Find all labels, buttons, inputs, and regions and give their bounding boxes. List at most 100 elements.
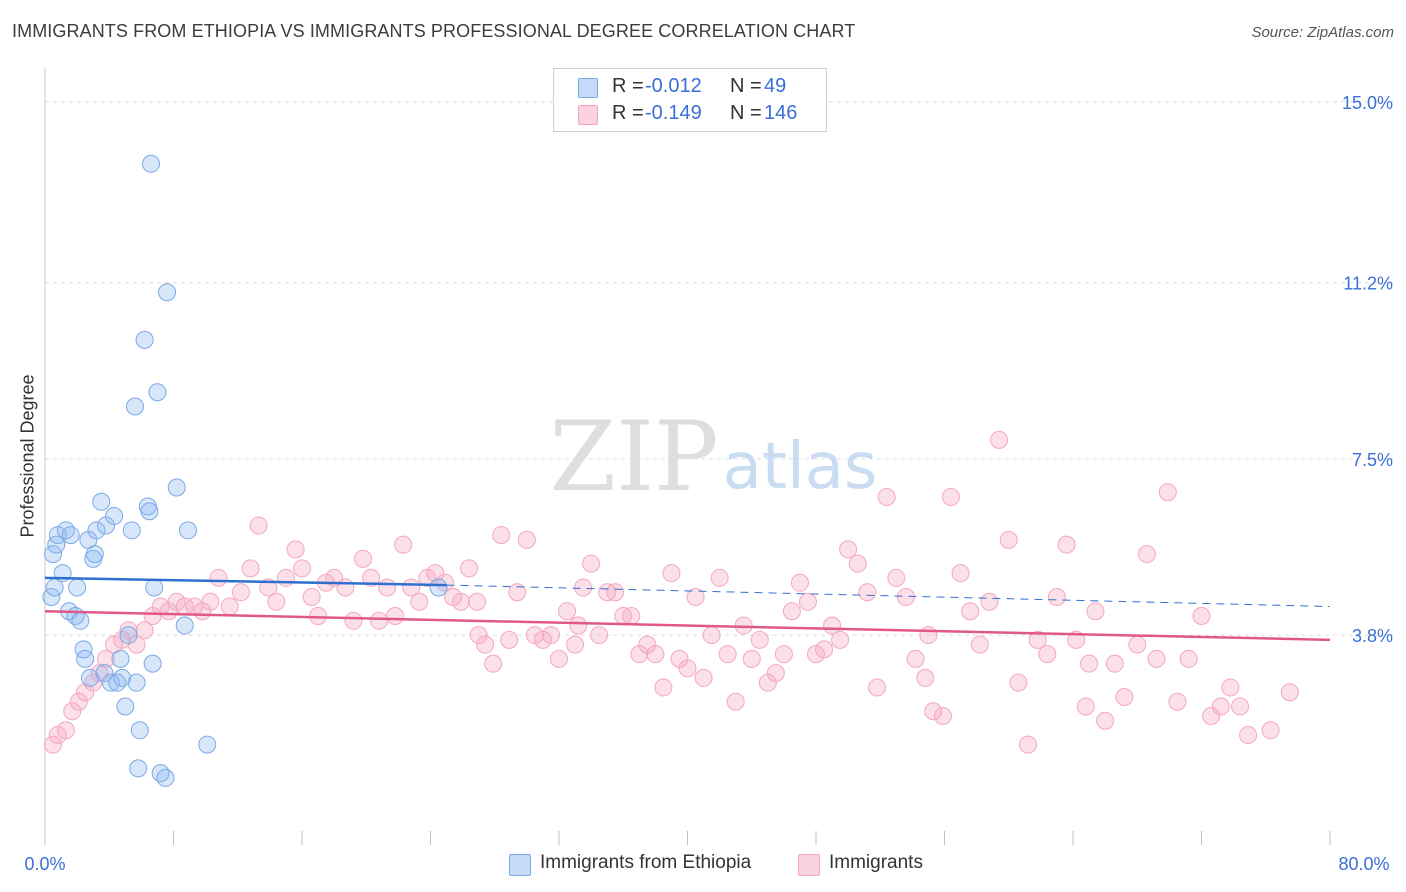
y-axis-label: Professional Degree <box>17 374 38 538</box>
ethiopia-point <box>105 507 124 526</box>
ethiopia-point <box>87 521 106 540</box>
immigrants-point <box>44 735 63 754</box>
x-tick-label: 0.0% <box>24 854 65 874</box>
immigrants-point <box>410 592 429 611</box>
immigrants-point <box>941 487 960 506</box>
immigrants-point <box>1128 635 1147 654</box>
immigrants-point <box>750 630 769 649</box>
immigrants-point <box>1179 649 1198 668</box>
immigrants-point <box>1028 630 1047 649</box>
immigrants-point <box>896 587 915 606</box>
immigrants-point <box>887 568 906 587</box>
y-tick-label: 15.0% <box>1342 93 1393 113</box>
immigrants-point <box>249 516 268 535</box>
immigrants-point <box>742 649 761 668</box>
immigrants-point <box>710 568 729 587</box>
y-tick-label: 3.8% <box>1352 626 1393 646</box>
immigrants-point <box>782 602 801 621</box>
immigrants-point <box>848 554 867 573</box>
immigrants-point <box>386 607 405 626</box>
immigrants-point <box>702 626 721 645</box>
immigrants-point <box>344 611 363 630</box>
ethiopia-point <box>143 654 162 673</box>
immigrants-point <box>370 611 389 630</box>
immigrants-trend-line <box>44 610 1331 642</box>
x-tick-label: 80.0% <box>1338 854 1389 874</box>
ethiopia-point <box>68 578 87 597</box>
immigrants-point <box>906 649 925 668</box>
immigrants-point <box>980 592 999 611</box>
immigrants-point <box>1202 707 1221 726</box>
immigrants-point <box>97 649 116 668</box>
ethiopia-point <box>129 759 148 778</box>
immigrants-point <box>622 607 641 626</box>
immigrants-point <box>858 583 877 602</box>
immigrants-point <box>678 659 697 678</box>
immigrants-point <box>1239 726 1258 745</box>
immigrants-point <box>492 526 511 545</box>
legend-r-label: R = <box>612 75 644 97</box>
bottom-legend-label-immigrants: Immigrants <box>829 852 923 873</box>
immigrants-point <box>362 568 381 587</box>
legend-n-label: N = <box>730 102 762 124</box>
immigrants-point <box>774 645 793 664</box>
y-tick-label: 11.2% <box>1343 274 1393 294</box>
immigrants-point <box>1221 678 1240 697</box>
bottom-legend-swatch-immigrants <box>798 854 820 876</box>
immigrants-point <box>694 668 713 687</box>
immigrants-point <box>267 592 286 611</box>
immigrants-point <box>435 573 454 592</box>
immigrants-point <box>1057 535 1076 554</box>
immigrants-point <box>1105 654 1124 673</box>
immigrants-point <box>951 564 970 583</box>
ethiopia-point <box>111 649 130 668</box>
watermark: ZIP atlas <box>549 401 877 513</box>
ethiopia-point <box>429 578 448 597</box>
immigrants-point <box>63 702 82 721</box>
immigrants-point <box>1019 735 1038 754</box>
ethiopia-point <box>47 535 66 554</box>
watermark-zip: ZIP <box>549 401 718 513</box>
immigrants-point <box>582 554 601 573</box>
ethiopia-point <box>135 330 154 349</box>
trend-layer <box>44 576 1331 642</box>
ethiopia-point <box>101 673 120 692</box>
immigrants-point <box>286 540 305 559</box>
immigrants-point <box>590 626 609 645</box>
legend-r-value: -0.149 <box>645 102 702 124</box>
immigrants-point <box>718 645 737 664</box>
immigrants-point <box>654 678 673 697</box>
immigrants-point <box>220 597 239 616</box>
immigrants-point <box>726 692 745 711</box>
immigrants-point <box>662 564 681 583</box>
immigrants-point <box>919 626 938 645</box>
immigrants-point <box>293 559 311 578</box>
legend-n-label: N = <box>730 75 762 97</box>
immigrants-point <box>484 654 503 673</box>
immigrants-point <box>606 583 625 602</box>
ethiopia-point <box>56 521 75 540</box>
ethiopia-point <box>116 697 135 716</box>
ethiopia-point <box>167 478 186 497</box>
immigrants-point <box>56 721 75 740</box>
immigrants-point <box>452 592 471 611</box>
bottom-legend-swatch-ethiopia <box>509 854 531 876</box>
ethiopia-point <box>127 673 146 692</box>
stats-legend: R = -0.012 N = 49 R = -0.149 N = 146 <box>553 68 827 132</box>
immigrants-point <box>798 592 817 611</box>
chart-title: IMMIGRANTS FROM ETHIOPIA VS IMMIGRANTS P… <box>12 21 856 41</box>
immigrants-point <box>1067 630 1086 649</box>
immigrants-point <box>500 630 519 649</box>
immigrants-point <box>1158 483 1177 502</box>
immigrants-point <box>354 549 373 568</box>
ethiopia-trend-extension <box>446 584 1331 608</box>
immigrants-point <box>766 664 785 683</box>
ethiopia-point <box>108 673 127 692</box>
immigrants-point <box>1211 697 1230 716</box>
immigrants-point <box>113 630 132 649</box>
immigrants-point <box>1038 645 1057 664</box>
ethiopia-point <box>71 611 90 630</box>
immigrants-point <box>1280 683 1299 702</box>
ethiopia-point <box>198 735 217 754</box>
ethiopia-point <box>158 283 177 302</box>
